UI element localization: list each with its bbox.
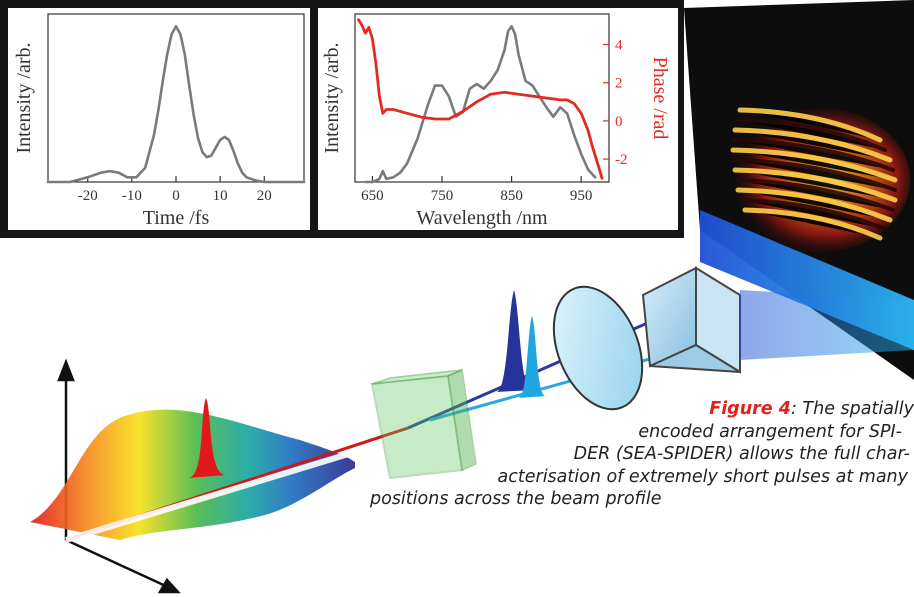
chart-time-intensity: -20 -10 0 10 20 Time /fs Intensity /arb. [13,13,306,229]
chirped-pulse-spectrum [30,409,355,540]
caption-text: : The spatially [790,399,914,419]
depth-axis-line [65,538,171,590]
y2-tick-label: 2 [615,76,623,92]
caption-line-2: encoded arrangement for SPI- [638,421,902,442]
x-tick-label: -20 [78,188,98,204]
vertical-axis-arrow [57,358,75,382]
caption-lead: Figure 4 [709,399,791,419]
intensity-series-line [46,25,306,184]
series-group [46,25,306,184]
x-tick-label: 950 [570,188,593,204]
figure-caption: Figure 4: The spatially encoded arrangem… [370,398,914,511]
interference-fringes [730,107,910,252]
x-ticks: -20 -10 0 10 20 [78,176,272,204]
y2-ticks: -2 0 2 4 [603,38,628,168]
y2-tick-label: -2 [615,152,628,168]
y-axis-label: Intensity /arb. [13,42,35,153]
caption-line-4: acterisation of extremely short pulses a… [497,466,908,487]
y2-axis-label: Phase /rad [649,57,671,140]
chart-wavelength-intensity-phase: 650 750 850 950 -2 0 2 4 Wavelength /nm Intens… [321,13,671,229]
y-axis-label: Intensity /arb. [321,42,343,153]
dispersed-beam [740,290,914,360]
x-tick-label: 0 [172,188,180,204]
x-tick-label: -10 [122,188,142,204]
red-pulse-icon [188,398,226,478]
x-tick-label: 650 [361,188,384,204]
blue-pulse-icon [496,290,532,392]
y2-tick-label: 0 [615,114,623,130]
x-ticks: 650 750 850 950 [361,176,592,204]
y2-tick-label: 4 [615,38,623,54]
phase-series-line [357,18,604,180]
optical-setup [30,266,914,594]
x-tick-label: 850 [500,188,523,204]
cyan-pulse-icon [518,316,546,398]
beam-gap [65,442,379,543]
lens-icon [552,285,644,411]
caption-line-3: DER (SEA-SPIDER) allows the full char- [573,444,910,464]
x-tick-label: 20 [257,188,272,204]
intensity-series-line [364,25,597,184]
caption-line-5: positions across the beam profile [370,489,662,509]
plot-frame [354,13,610,183]
panel-right-bg [318,8,678,230]
caption-line-1: Figure 4: The spatially [370,398,914,421]
x-tick-label: 10 [213,188,228,204]
x-axis-label: Wavelength /nm [416,207,548,229]
prism-icon [641,266,741,374]
panel-left-bg [8,8,310,230]
series-group [357,18,604,184]
x-axis-label: Time /fs [143,207,210,229]
x-tick-label: 750 [431,188,454,204]
depth-axis-arrow [157,577,181,594]
nonlinear-crystal [370,368,477,480]
